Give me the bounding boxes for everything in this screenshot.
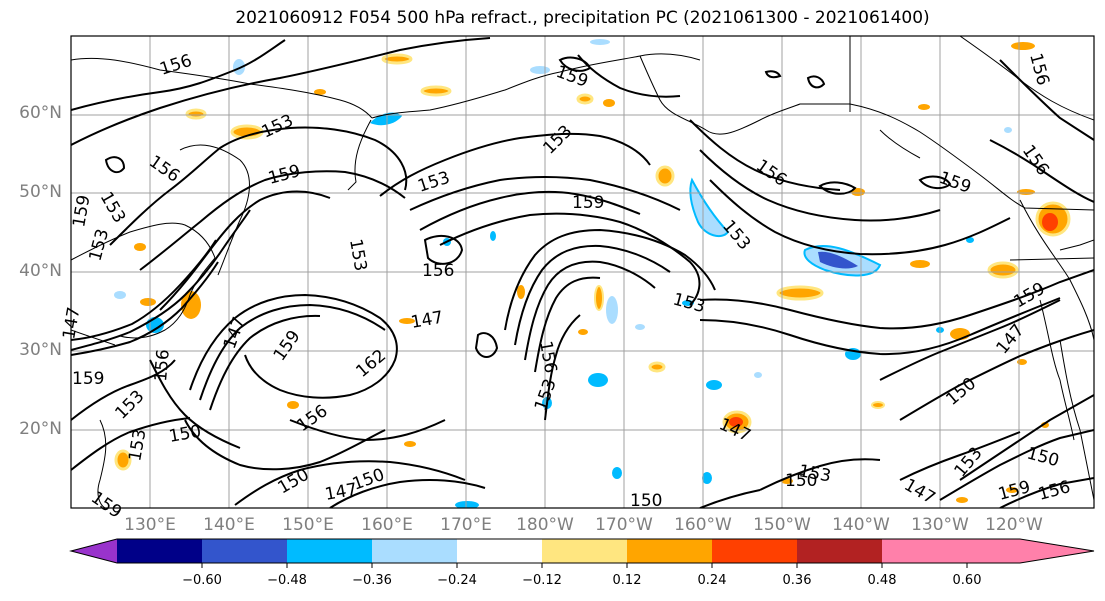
contour-label: 156 [151, 348, 174, 382]
colorbar-segment [797, 539, 882, 563]
refractivity-contours [71, 37, 1094, 508]
colorbar-arrow-right [967, 539, 1094, 563]
lon-label: 150°E [282, 515, 334, 535]
colorbar-segment [287, 539, 372, 563]
colorbar-tick-label: −0.12 [522, 573, 562, 588]
lat-label: 60°N [19, 103, 62, 123]
colorbar-tick-label: −0.60 [182, 573, 222, 588]
colorbar-tick-label: −0.48 [267, 573, 307, 588]
lon-label: 120°W [985, 515, 1043, 535]
lon-label: 150°W [753, 515, 811, 535]
colorbar-tick-label: 0.48 [867, 573, 897, 588]
colorbar-segment [712, 539, 797, 563]
lon-label: 140°E [203, 515, 255, 535]
lat-label: 40°N [19, 261, 62, 281]
contour-label: 150 [630, 491, 662, 511]
colorbar-segment [117, 539, 202, 563]
colorbar-arrow-left [71, 539, 117, 563]
contour-label: 156 [422, 261, 454, 281]
coastlines [71, 36, 1094, 508]
plot-border [70, 35, 1095, 509]
colorbar-segment [627, 539, 712, 563]
lon-label: 160°E [361, 515, 413, 535]
lon-label: 140°W [832, 515, 890, 535]
lon-label: 130°E [124, 515, 176, 535]
contour-label: 159 [72, 369, 104, 389]
colorbar-tick-label: 0.12 [612, 573, 642, 588]
colorbar-tick-label: 0.24 [697, 573, 727, 588]
colorbar-segment [882, 539, 967, 563]
colorbar-segment [202, 539, 287, 563]
colorbar-segment [542, 539, 627, 563]
lon-label: 180°W [516, 515, 574, 535]
precip-shading [114, 39, 1071, 508]
lat-label: 50°N [19, 182, 62, 202]
lon-label: 130°W [911, 515, 969, 535]
contour-label: 150 [785, 471, 817, 491]
colorbar-tick-label: −0.36 [352, 573, 392, 588]
lon-label: 160°W [674, 515, 732, 535]
lat-label: 30°N [19, 340, 62, 360]
contour-label: 159 [572, 193, 604, 213]
map-title: 2021060912 F054 500 hPa refract., precip… [235, 8, 930, 28]
lon-label: 170°W [595, 515, 653, 535]
lat-label: 20°N [19, 419, 62, 439]
colorbar-outline [69, 538, 1095, 564]
lon-label: 170°E [440, 515, 492, 535]
colorbar-tick-label: −0.24 [437, 573, 477, 588]
colorbar [69, 538, 1095, 568]
colorbar-segment [372, 539, 457, 563]
colorbar-tick-label: 0.36 [782, 573, 812, 588]
colorbar-segment [457, 539, 542, 563]
colorbar-tick-label: 0.60 [952, 573, 982, 588]
